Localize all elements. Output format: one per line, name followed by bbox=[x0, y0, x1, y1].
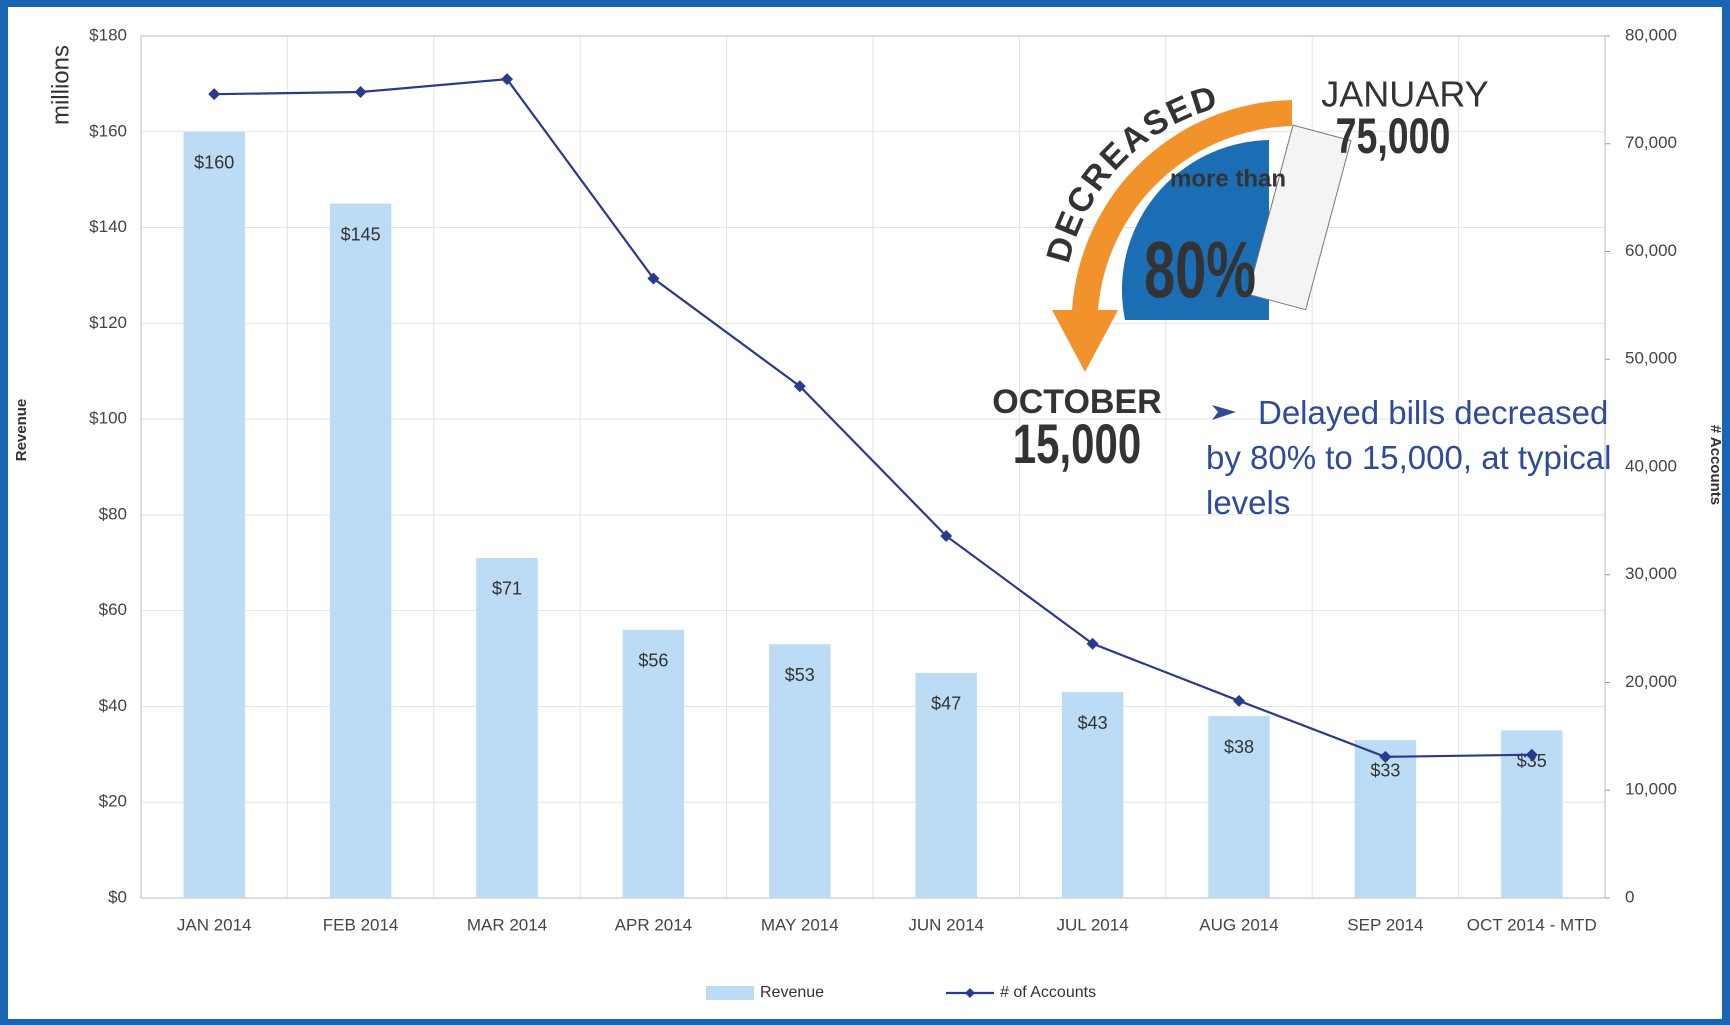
y2-tick-label: 20,000 bbox=[1625, 672, 1677, 691]
y2-tick-label: 40,000 bbox=[1625, 456, 1677, 475]
bar bbox=[1208, 716, 1270, 898]
y-axis-title: Revenue bbox=[13, 399, 30, 462]
x-tick-label: APR 2014 bbox=[615, 915, 693, 934]
x-tick-label: JAN 2014 bbox=[177, 915, 252, 934]
y-tick-label: $180 bbox=[89, 25, 127, 44]
y2-tick-label: 10,000 bbox=[1625, 780, 1677, 799]
bar bbox=[329, 203, 392, 899]
line-marker bbox=[647, 272, 660, 285]
y2-tick-label: 0 bbox=[1625, 887, 1634, 906]
decrease-graphic bbox=[1121, 140, 1269, 320]
bar-value-label: $145 bbox=[341, 224, 381, 244]
y-tick-label: $140 bbox=[89, 217, 127, 236]
decrease-arrow bbox=[1052, 100, 1292, 372]
bar-value-label: $160 bbox=[194, 153, 234, 173]
y2-tick-label: 30,000 bbox=[1625, 564, 1677, 583]
y-tick-label: $0 bbox=[108, 887, 127, 906]
bar-value-label: $56 bbox=[638, 651, 668, 671]
y2-tick-label: 60,000 bbox=[1625, 241, 1677, 260]
legend-label: Revenue bbox=[760, 984, 824, 1001]
bar-value-label: $43 bbox=[1078, 713, 1108, 733]
y-tick-label: $100 bbox=[89, 409, 127, 428]
x-tick-label: AUG 2014 bbox=[1199, 915, 1278, 934]
x-tick-label: JUN 2014 bbox=[908, 915, 984, 934]
bar-value-label: $33 bbox=[1370, 761, 1400, 781]
slide bbox=[8, 7, 1722, 1019]
y2-axis-title: # Accounts bbox=[1707, 425, 1724, 505]
bar-value-label: $38 bbox=[1224, 737, 1254, 757]
line-marker bbox=[1233, 694, 1245, 707]
y-tick-label: $20 bbox=[99, 792, 127, 811]
y-tick-label: $40 bbox=[99, 696, 127, 715]
bar-value-label: $53 bbox=[785, 665, 815, 685]
line-marker bbox=[1525, 748, 1538, 761]
october-value: 15,000 bbox=[1013, 413, 1141, 475]
bar bbox=[622, 629, 685, 898]
line-marker bbox=[501, 73, 513, 86]
line-marker bbox=[1379, 750, 1392, 763]
line-marker bbox=[793, 380, 806, 393]
more-than-label: more than bbox=[1170, 165, 1286, 192]
x-tick-label: SEP 2014 bbox=[1347, 915, 1423, 934]
y-tick-label: $120 bbox=[89, 313, 127, 332]
bar-value-label: $47 bbox=[931, 694, 961, 714]
plot-border bbox=[140, 35, 1606, 899]
line-marker bbox=[1086, 637, 1099, 650]
bill-icon bbox=[1247, 124, 1352, 311]
plot-area: $0 $20 $40 $60 $80 $100 $120 $140 $160 $180 0 10,00… bbox=[89, 25, 1677, 934]
bar-value-label: $35 bbox=[1517, 751, 1547, 771]
bullet-icon bbox=[1212, 405, 1236, 420]
bar bbox=[1354, 739, 1417, 898]
bar-value-label: $71 bbox=[492, 579, 522, 599]
x-tick-label: FEB 2014 bbox=[323, 915, 399, 934]
october-label: OCTOBER bbox=[992, 383, 1161, 421]
y-tick-label: $80 bbox=[99, 504, 127, 523]
y2-tick-label: 80,000 bbox=[1625, 25, 1677, 44]
line-marker bbox=[208, 88, 221, 101]
bar bbox=[1061, 692, 1124, 898]
x-tick-label: JUL 2014 bbox=[1057, 915, 1129, 934]
x-tick-label: OCT 2014 - MTD bbox=[1467, 915, 1597, 934]
january-label: JANUARY bbox=[1321, 74, 1488, 115]
percent-label: 80% bbox=[1144, 224, 1256, 314]
y-tick-label: $60 bbox=[99, 600, 127, 619]
x-tick-label: MAY 2014 bbox=[761, 915, 839, 934]
unit-label: millions bbox=[47, 45, 74, 125]
legend-swatch bbox=[706, 986, 754, 1000]
january-value: 75,000 bbox=[1336, 109, 1451, 164]
line-marker bbox=[354, 86, 367, 99]
y2-tick-label: 70,000 bbox=[1625, 133, 1677, 152]
bullet-text: Delayed bills decreased by 80% to 15,000… bbox=[1206, 394, 1612, 521]
y-tick-label: $160 bbox=[89, 121, 127, 140]
line-marker bbox=[940, 529, 953, 542]
y2-tick-label: 50,000 bbox=[1625, 349, 1677, 368]
bar bbox=[915, 672, 977, 898]
x-tick-label: MAR 2014 bbox=[467, 915, 547, 934]
legend-label: # of Accounts bbox=[1000, 984, 1096, 1001]
bar bbox=[476, 557, 538, 898]
bar bbox=[769, 644, 831, 898]
bar bbox=[183, 131, 245, 898]
legend-marker bbox=[965, 988, 975, 998]
accounts-line bbox=[214, 77, 1532, 758]
